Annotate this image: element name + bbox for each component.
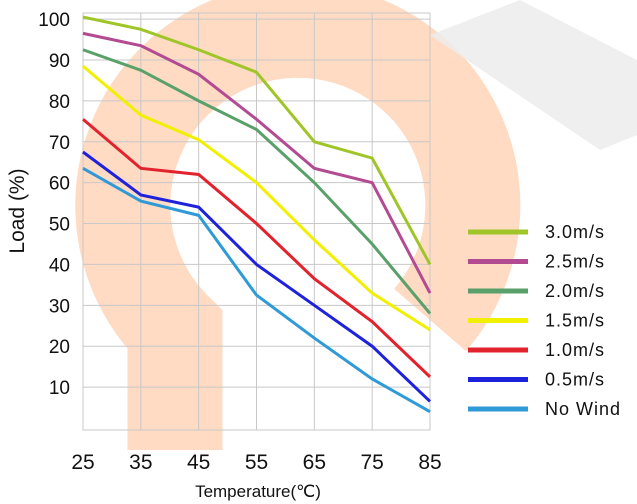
series-line-2-5m-s	[82, 31, 432, 294]
x-axis-ticks: 25 35 45 55 65 75 85	[71, 451, 441, 474]
series-line-1-5m-s	[82, 64, 431, 332]
legend-label-2-0m-s: 2.0m/s	[545, 281, 605, 301]
y-tick-label: 90	[49, 51, 70, 72]
legend-label-2-5m-s: 2.5m/s	[545, 252, 605, 272]
x-tick-label: 75	[360, 451, 383, 474]
x-axis-title: Temperature(℃)	[195, 482, 321, 501]
legend-label-0-5m-s: 0.5m/s	[545, 370, 605, 390]
legend: 3.0m/s 2.5m/s 2.0m/s 1.5m/s 1.0m/s 0.5m/s No W…	[468, 222, 621, 419]
x-tick-label: 85	[418, 451, 441, 474]
x-tick-label: 55	[245, 451, 268, 474]
y-tick-label: 30	[49, 296, 70, 317]
y-tick-label: 70	[49, 133, 70, 154]
series-lines	[82, 15, 432, 413]
series-line-1-0m-s	[82, 118, 432, 378]
y-tick-label: 10	[49, 378, 70, 399]
plot-frame	[82, 12, 431, 431]
legend-label-1-0m-s: 1.0m/s	[545, 340, 605, 360]
y-axis-ticks: 10 20 30 40 50 60 70 80 90 100	[38, 10, 70, 399]
watermark-logo	[75, 0, 637, 450]
series-line-no-wind	[82, 167, 431, 413]
legend-label-1-5m-s: 1.5m/s	[545, 311, 605, 331]
x-tick-label: 25	[71, 451, 94, 474]
y-tick-label: 50	[49, 215, 70, 236]
series-line-0-5m-s	[82, 150, 432, 403]
y-tick-label: 80	[49, 92, 70, 113]
legend-label-3-0m-s: 3.0m/s	[545, 222, 605, 242]
legend-label-no-wind: No Wind	[545, 399, 621, 419]
y-tick-label: 20	[49, 337, 70, 358]
y-tick-label: 60	[49, 174, 70, 195]
x-tick-label: 45	[187, 451, 210, 474]
x-tick-label: 35	[129, 451, 152, 474]
series-line-2-0m-s	[82, 48, 432, 315]
x-tick-label: 65	[303, 451, 326, 474]
y-tick-label: 40	[49, 255, 70, 276]
y-tick-label: 100	[38, 10, 70, 31]
series-line-3-0m-s	[82, 15, 432, 266]
y-axis-title: Load (%)	[6, 168, 29, 253]
